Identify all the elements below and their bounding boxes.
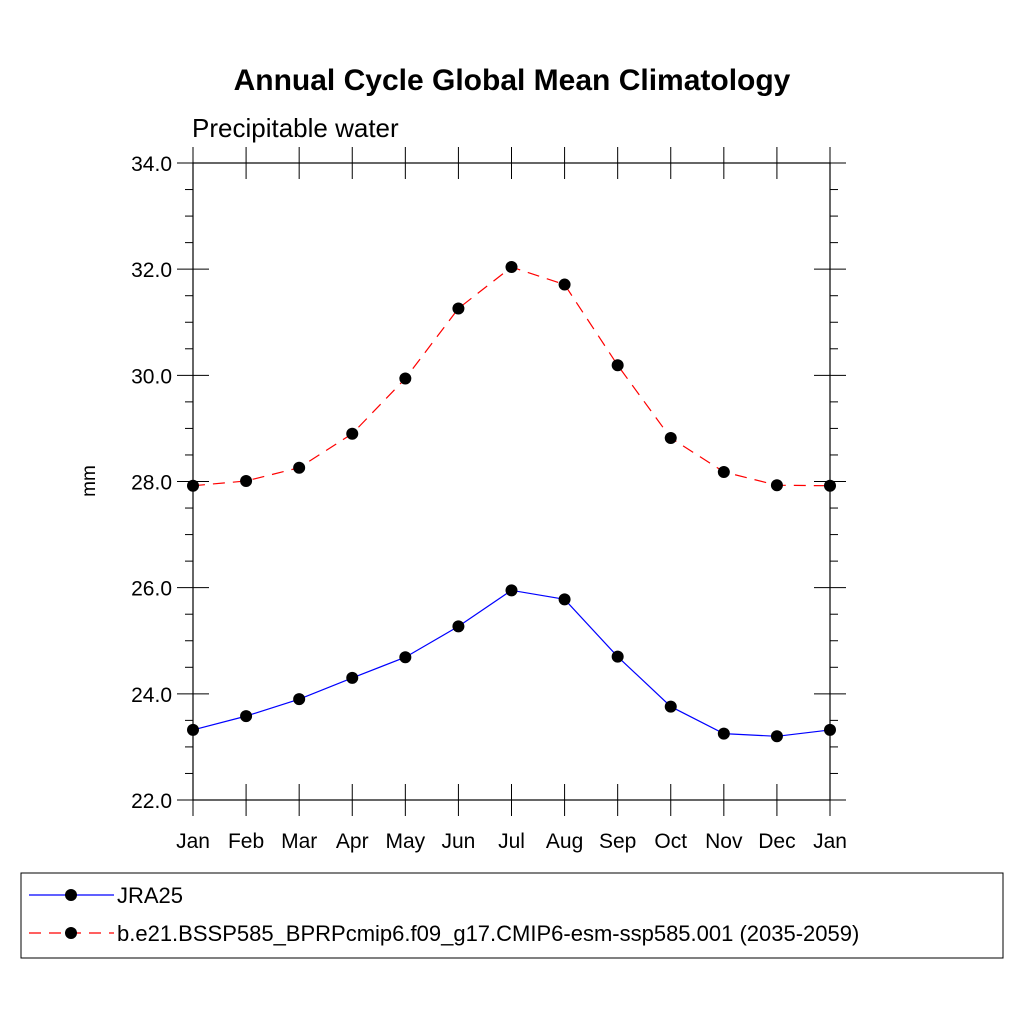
- y-axis-label: mm: [79, 465, 100, 497]
- legend: JRA25 b.e21.BSSP585_BPRPcmip6.f09_g17.CM…: [20, 872, 1004, 959]
- y-tick-labels: 22.0 24.0 26.0 28.0 30.0 32.0 34.0: [131, 153, 172, 813]
- x-tick-label: Sep: [599, 830, 636, 853]
- y-tick-label: 30.0: [131, 365, 172, 388]
- x-tick-label: Jun: [441, 830, 475, 853]
- chart-subtitle: Precipitable water: [192, 113, 399, 143]
- x-tick-label: Nov: [705, 830, 743, 853]
- data-point: [346, 671, 359, 684]
- data-point: [611, 359, 624, 372]
- x-tick-label: Apr: [336, 830, 369, 853]
- series-line-0: [192, 589, 831, 737]
- data-point: [770, 479, 783, 492]
- data-point: [824, 479, 836, 492]
- data-point: [293, 461, 306, 474]
- x-tick-label: Feb: [228, 830, 264, 853]
- data-point: [664, 431, 677, 444]
- data-point: [664, 700, 677, 713]
- data-point: [558, 593, 571, 606]
- data-point: [558, 278, 571, 291]
- legend-label-ssp585: b.e21.BSSP585_BPRPcmip6.f09_g17.CMIP6-es…: [117, 921, 859, 946]
- data-point: [770, 730, 783, 743]
- data-point: [187, 479, 199, 492]
- data-point: [399, 651, 412, 664]
- data-point: [293, 693, 306, 706]
- y-tick-label: 24.0: [131, 684, 172, 707]
- legend-marker-ssp585: [65, 927, 77, 939]
- data-point: [187, 723, 199, 736]
- series-lines: [192, 266, 831, 737]
- data-point: [240, 710, 253, 723]
- y-tick-label: 26.0: [131, 578, 172, 601]
- data-point: [505, 584, 518, 597]
- plot-area: 22.0 24.0 26.0 28.0 30.0 32.0 34.0 Jan Feb Mar Ap…: [131, 147, 847, 853]
- series-markers: [187, 261, 836, 743]
- x-tick-label: Jul: [498, 830, 525, 853]
- data-point: [824, 723, 836, 736]
- y-tick-label: 22.0: [131, 790, 172, 813]
- legend-label-jra25: JRA25: [117, 883, 183, 908]
- y-tick-label: 32.0: [131, 259, 172, 282]
- x-tick-label: May: [385, 830, 425, 853]
- x-tick-label: Dec: [758, 830, 795, 853]
- data-point: [452, 620, 465, 633]
- data-point: [399, 372, 412, 385]
- x-tick-label: Jan: [176, 830, 210, 853]
- axis-ticks: [177, 147, 846, 816]
- data-point: [452, 302, 465, 315]
- legend-marker-jra25: [65, 889, 77, 901]
- y-tick-label: 34.0: [131, 153, 172, 176]
- y-tick-label: 28.0: [131, 472, 172, 495]
- data-point: [611, 650, 624, 663]
- chart-title: Annual Cycle Global Mean Climatology: [234, 64, 791, 97]
- x-tick-label: Oct: [654, 830, 687, 853]
- data-point: [717, 465, 730, 478]
- data-point: [505, 261, 518, 274]
- series-line-1: [192, 266, 831, 487]
- x-tick-label: Mar: [281, 830, 317, 853]
- x-tick-labels: Jan Feb Mar Apr May Jun Jul Aug Sep Oct Nov Dec Jan: [176, 830, 847, 853]
- x-tick-label: Aug: [546, 830, 583, 853]
- data-point: [346, 427, 359, 440]
- legend-box: [20, 872, 1004, 959]
- data-point: [240, 474, 253, 487]
- plot-frame: [192, 162, 831, 801]
- x-tick-label: Jan: [813, 830, 847, 853]
- data-point: [717, 727, 730, 740]
